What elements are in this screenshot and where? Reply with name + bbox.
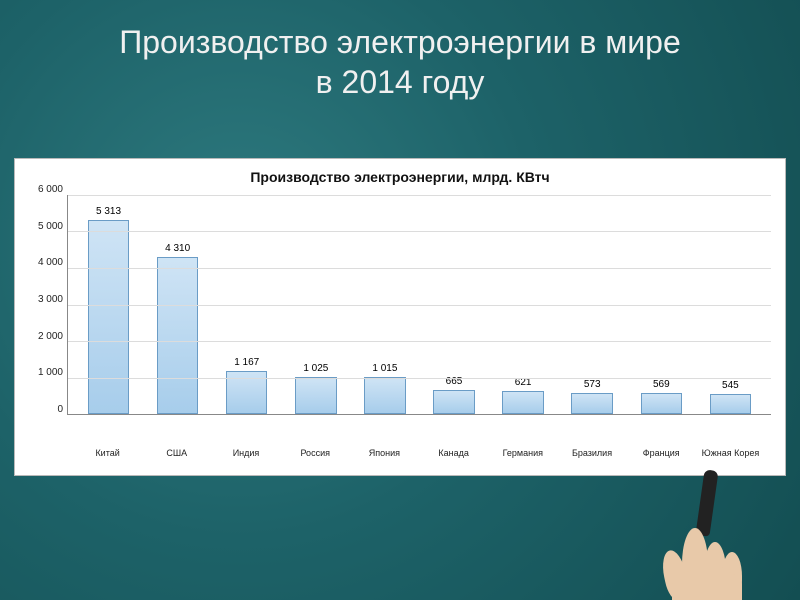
gridline xyxy=(68,268,771,269)
presenter-hand-icon xyxy=(644,470,764,600)
bar xyxy=(502,391,543,414)
bar xyxy=(157,257,198,414)
x-axis-label: Германия xyxy=(488,448,557,458)
x-axis-label: Бразилия xyxy=(557,448,626,458)
bar xyxy=(88,220,129,414)
slide-title-line2: в 2014 году xyxy=(316,64,485,100)
x-axis-label: Япония xyxy=(350,448,419,458)
plot: 5 3134 3101 1671 0251 015665621573569545 xyxy=(67,195,771,415)
y-axis: 6 0005 0004 0003 0002 0001 0000 xyxy=(29,195,67,415)
bar xyxy=(710,394,751,414)
gridline xyxy=(68,341,771,342)
x-axis-label: Россия xyxy=(281,448,350,458)
chart-card: Производство электроэнергии, млрд. КВтч … xyxy=(14,158,786,476)
x-axis-label: Канада xyxy=(419,448,488,458)
gridline xyxy=(68,195,771,196)
bar-value-label: 5 313 xyxy=(96,206,121,217)
bar-value-label: 545 xyxy=(722,380,739,391)
x-axis-label: Индия xyxy=(211,448,280,458)
bar xyxy=(641,393,682,414)
slide-title-line1: Производство электроэнергии в мире xyxy=(119,24,681,60)
bar-value-label: 1 025 xyxy=(303,363,328,374)
bar xyxy=(571,393,612,414)
gridline xyxy=(68,305,771,306)
x-axis-label: Китай xyxy=(73,448,142,458)
gridline xyxy=(68,378,771,379)
bar xyxy=(433,390,474,414)
plot-area: 6 0005 0004 0003 0002 0001 0000 5 313 4 3… xyxy=(29,195,771,445)
slide-title: Производство электроэнергии в мире в 201… xyxy=(0,22,800,102)
bar-value-label: 1 015 xyxy=(372,363,397,374)
x-axis-label: Южная Корея xyxy=(696,448,765,458)
bar-value-label: 573 xyxy=(584,379,601,390)
x-axis-label: Франция xyxy=(627,448,696,458)
bar-value-label: 569 xyxy=(653,379,670,390)
bar xyxy=(364,377,405,414)
x-axis-labels: КитайСШАИндияРоссияЯпонияКанадаГерманияБ… xyxy=(67,445,771,458)
x-axis-label: США xyxy=(142,448,211,458)
chart-title: Производство электроэнергии, млрд. КВтч xyxy=(29,169,771,185)
bar xyxy=(295,377,336,414)
gridline xyxy=(68,231,771,232)
bar-value-label: 4 310 xyxy=(165,243,190,254)
bar-value-label: 1 167 xyxy=(234,357,259,368)
bar-value-label: 621 xyxy=(515,377,532,388)
